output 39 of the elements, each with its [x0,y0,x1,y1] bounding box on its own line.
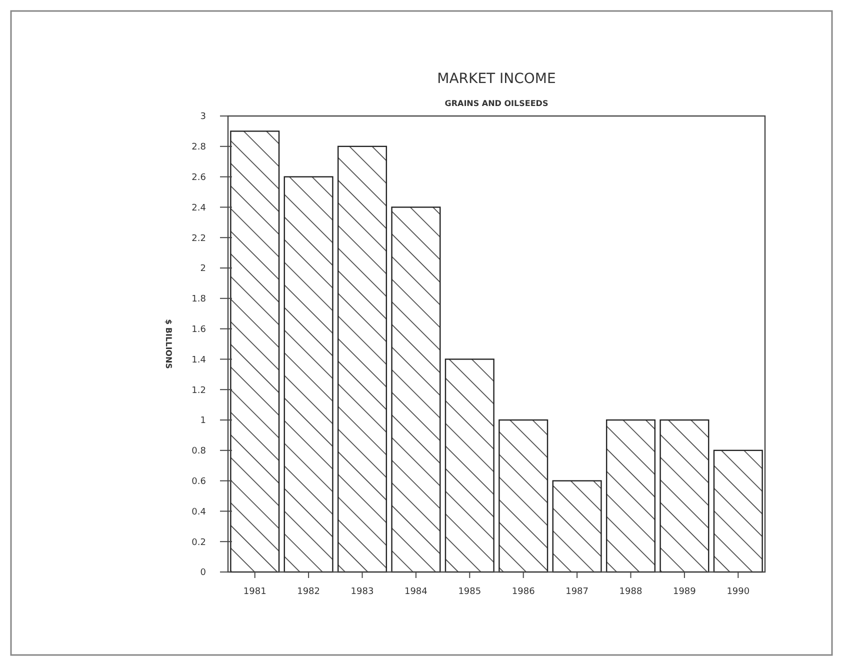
bar [606,419,656,573]
x-tick-label: 1986 [512,587,536,597]
x-tick-label: 1981 [243,587,266,597]
y-tick-label: 2.2 [192,234,206,244]
x-tick-label: 1988 [619,587,642,597]
x-tick-label: 1983 [350,587,374,597]
y-tick-label: 0.4 [192,507,206,518]
x-tick-label: 1990 [726,587,750,597]
y-tick-label: 1.2 [192,386,206,396]
y-tick-label: 1 [200,416,206,426]
bar [444,358,494,573]
x-tick-label: 1982 [297,587,320,597]
y-tick-label: 1.8 [192,294,206,305]
chart-title: MARKET INCOME [437,71,556,87]
bar [498,419,548,573]
y-tick-label: 1.4 [192,355,206,366]
x-tick-label: 1989 [672,587,696,597]
bar [660,419,710,573]
x-tick-label: 1987 [566,587,589,597]
chart-subtitle: GRAINS AND OILSEEDS [444,99,548,108]
y-tick-label: 0.6 [192,476,206,487]
x-tick-label: 1985 [458,587,482,597]
bar [230,130,280,573]
y-tick-label: 2.8 [192,142,206,153]
y-tick-label: 0.8 [192,446,206,457]
y-tick-label: 1.6 [192,324,206,335]
y-tick-label: 0.2 [192,538,206,548]
y-axis-title: $ BILLIONS [164,319,173,370]
y-tick-label: 2.4 [192,203,206,214]
bar [713,450,763,573]
bar [337,146,388,573]
bar [284,176,334,573]
y-tick-label: 2.6 [192,172,206,183]
y-tick-label: 3 [200,112,206,122]
y-tick-label: 2 [200,264,206,274]
bar [552,480,602,573]
bar [391,206,441,573]
y-tick-label: 0 [200,568,206,578]
x-tick-label: 1984 [404,587,428,597]
